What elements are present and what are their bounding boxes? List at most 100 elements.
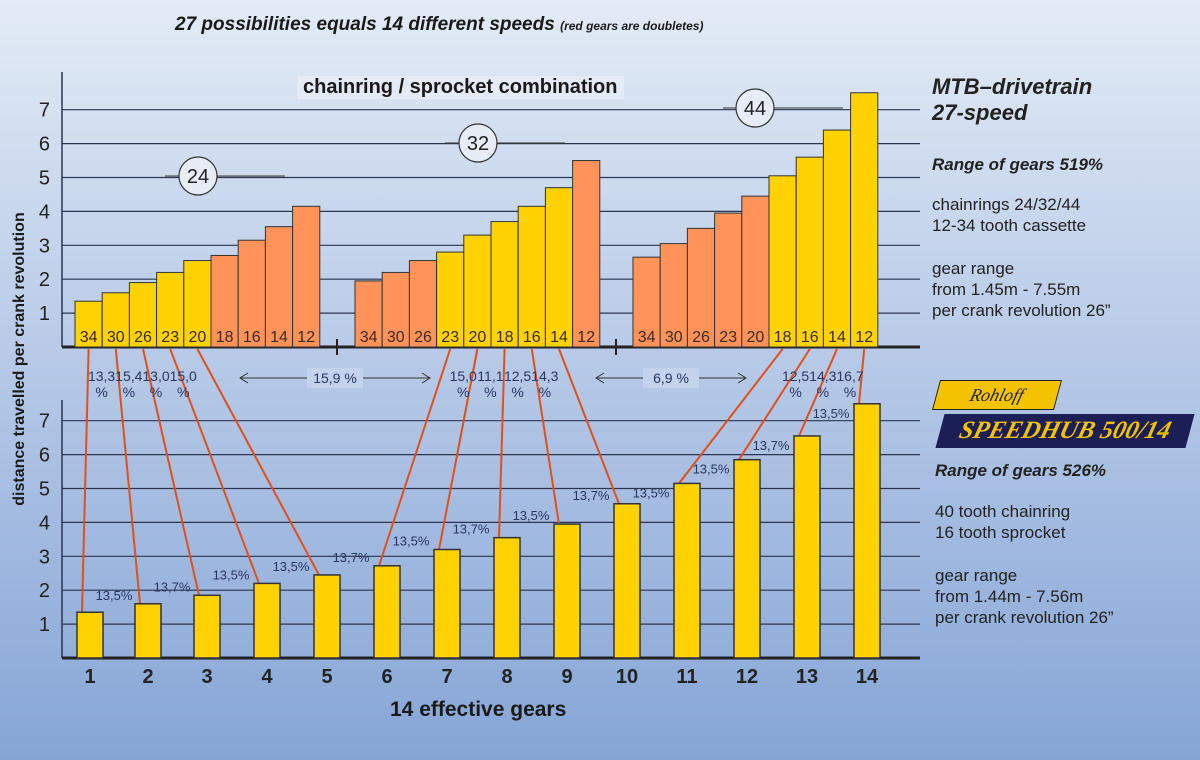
step-percent-label: 13,7% [753,438,790,453]
y-tick-label: 5 [39,168,50,190]
gear-bar [613,503,641,659]
step-percent-value: 14,3 [531,368,558,384]
hub-per-crank: per crank revolution 26” [935,608,1114,627]
arrowhead [239,372,431,384]
step-percent-value: 12,5 [504,368,531,384]
gear-bar [433,548,461,659]
connector-line [114,348,141,604]
top-bar [354,280,383,348]
step-percent-unit: % [150,384,162,400]
connector-line [530,348,560,525]
step-percent-value: 11,1 [477,368,503,384]
sprocket-label: 18 [774,329,792,346]
connector-line [498,348,506,538]
sprocket-label: 30 [107,329,125,346]
step-percent-value: 13,0 [142,368,169,384]
gear-number: 7 [441,666,452,688]
step-percent-label: 13,5% [513,508,550,523]
sprocket-label: 14 [550,329,568,346]
sprocket-label: 20 [189,329,207,346]
gear-number: 3 [201,666,212,688]
connector-line [738,348,811,461]
top-bar [436,251,465,348]
top-bar [822,129,852,348]
top-bar [714,212,743,348]
connector-line [438,348,479,550]
top-bar [183,260,212,348]
step-percent-value: 15,0 [170,368,197,384]
top-bar [768,175,797,348]
speedhub-logo: SPEEDHUB 500/14 [935,414,1195,448]
sprocket-label: 12 [577,329,595,346]
gear-number: 4 [261,666,273,688]
step-percent-unit: % [177,384,189,400]
gear-bar [493,536,521,659]
sprocket-label: 14 [828,329,846,346]
connector-line [169,348,260,584]
mtb-gear-range: gear range [932,259,1015,278]
chart-title: 27 possibilities equals 14 different spe… [175,14,704,35]
gear-number: 14 [856,666,879,688]
jump-percent-label: 6,9 % [653,370,689,386]
gear-bar [733,458,761,659]
sprocket-label: 30 [665,329,683,346]
step-percent-label: 13,5% [96,588,133,603]
top-bar [463,234,492,348]
hub-range: Range of gears 526% [935,461,1107,480]
connector-line [81,348,90,613]
connector-line [378,348,452,567]
top-bar [517,205,546,348]
arrowhead [595,372,747,384]
connector-line [142,348,200,596]
hub-chainring: 40 tooth chainring [935,502,1071,521]
sprocket-label: 12 [855,329,873,346]
sprocket-label: 12 [297,329,315,346]
mtb-title: MTB–drivetrain [932,74,1093,99]
chainring-circle [178,156,218,196]
chainring-circle [458,123,498,163]
top-bar [128,282,158,348]
step-percent-label: 13,7% [154,579,191,594]
step-percent-label: 13,7% [333,550,370,565]
sprocket-label: 23 [161,329,179,346]
sprocket-label: 23 [441,329,459,346]
step-percent-unit: % [511,384,523,400]
top-bar [292,205,321,348]
hub-info: Range of gears 526% 40 tooth chainring 1… [935,460,1114,628]
sprocket-label: 26 [692,329,710,346]
gear-bar [373,565,401,659]
connector-line [858,348,866,404]
top-bar [74,300,103,348]
step-percent-unit: % [95,384,107,400]
hub-sprocket: 16 tooth sprocket [935,523,1066,542]
gear-bar [793,435,821,659]
step-percent-value: 16,7 [836,368,863,384]
gear-bar [193,594,221,659]
mtb-per-crank: per crank revolution 26” [932,301,1111,320]
top-bar [686,227,716,348]
top-bar [632,256,661,348]
gear-bar [313,574,341,659]
step-percent-label: 13,5% [633,485,670,500]
mtb-gear-range-values: from 1.45m - 7.55m [932,280,1081,299]
step-percent-unit: % [817,384,829,400]
y-tick-label: 2 [39,580,50,602]
sprocket-label: 23 [719,329,737,346]
connector-line [798,348,838,437]
y-tick-label: 6 [39,445,50,467]
mtb-range: Range of gears 519% [932,155,1104,174]
top-bar [572,160,601,348]
sprocket-label: 20 [747,329,765,346]
sprocket-label: 34 [638,329,656,346]
gear-number: 5 [321,666,332,688]
y-tick-label: 5 [39,479,50,501]
connector-line [558,348,620,505]
y-tick-label: 3 [39,546,50,568]
sprocket-label: 30 [387,329,405,346]
step-percent-label: 13,5% [693,462,730,477]
hub-gear-range-values: from 1.44m - 7.56m [935,587,1084,606]
jump-label-bg [307,368,363,388]
sprocket-label: 26 [414,329,432,346]
gear-number: 10 [616,666,638,688]
sprocket-label: 18 [496,329,514,346]
